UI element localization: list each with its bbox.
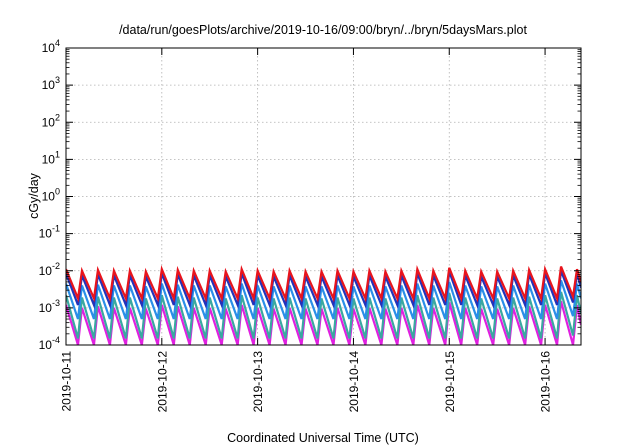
x-tick-label: 2019-10-14: [347, 351, 361, 413]
series-line-5: [66, 301, 581, 345]
y-tick-label: 10-2: [39, 261, 60, 278]
y-tick-label: 103: [42, 75, 60, 92]
series-line-2: [66, 270, 581, 310]
y-tick-label: 10-1: [39, 224, 60, 241]
series-line-4: [66, 291, 581, 339]
series-layer: [66, 265, 581, 345]
y-tick-label: 10-3: [39, 298, 60, 315]
chart-title: /data/run/goesPlots/archive/2019-10-16/0…: [119, 23, 527, 37]
y-tick-label: 101: [42, 149, 60, 166]
y-tick-label: 102: [42, 112, 60, 129]
x-tick-label: 2019-10-16: [539, 351, 553, 413]
y-axis-ticks: 10-4 10-3 10-2 10-1 100 101 102 103 104: [39, 38, 581, 352]
x-tick-label: 2019-10-12: [155, 351, 169, 413]
y-tick-label: 104: [42, 38, 60, 55]
x-tick-label: 2019-10-15: [443, 351, 457, 413]
x-axis-label: Coordinated Universal Time (UTC): [227, 431, 419, 445]
x-tick-label: 2019-10-11: [60, 351, 74, 412]
x-axis-ticks: 2019-10-11 2019-10-12 2019-10-13 2019-10-14…: [60, 48, 553, 412]
x-tick-label: 2019-10-13: [251, 351, 265, 413]
y-tick-label: 10-4: [39, 335, 60, 352]
y-axis-label: cGy/day: [27, 172, 41, 219]
series-line-1: [66, 265, 581, 303]
series-line-3: [66, 280, 581, 320]
y-tick-label: 100: [42, 187, 60, 204]
